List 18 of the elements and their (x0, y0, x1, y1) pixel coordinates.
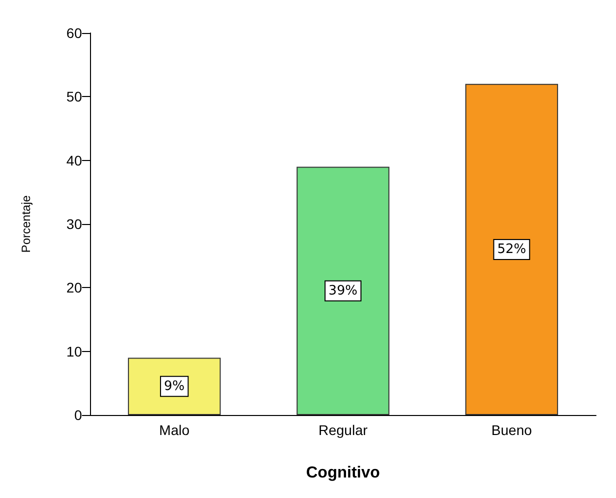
y-tick-label: 40 (66, 152, 82, 168)
y-tick-label: 30 (66, 216, 82, 232)
y-tick-label: 20 (66, 280, 82, 296)
y-tick-label: 0 (74, 407, 82, 423)
y-tick-label: 50 (66, 88, 82, 105)
y-axis-title: Porcentaje (19, 194, 33, 253)
bar (128, 358, 221, 415)
bar (296, 166, 390, 415)
data-label: 39% (328, 283, 358, 298)
x-tick-label: Bueno (491, 422, 532, 438)
x-tick-label: Regular (318, 422, 368, 438)
x-axis-title: Cognitivo (306, 464, 380, 482)
y-tick-label: 60 (66, 25, 82, 41)
data-label: 9% (164, 378, 185, 394)
data-label: 52% (497, 242, 526, 257)
y-tick-label: 10 (66, 343, 82, 360)
x-tick-label: Malo (159, 422, 190, 438)
bar (465, 84, 558, 415)
